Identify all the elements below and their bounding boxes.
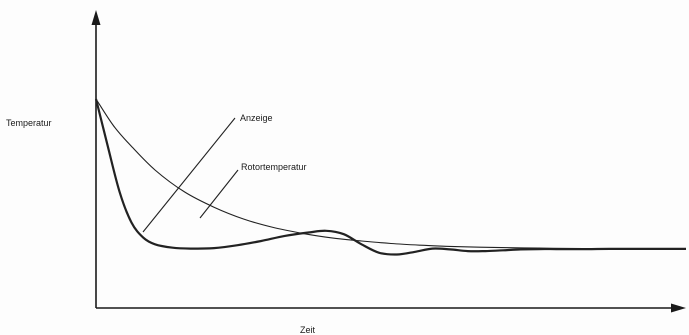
series-line-anzeige — [94, 98, 686, 256]
annotation-rotortemperatur: Rotortemperatur — [241, 162, 307, 172]
series-line-rotortemperatur — [95, 98, 686, 250]
x-axis-label: Zeit — [300, 325, 316, 335]
y-axis-label: Temperatur — [6, 118, 52, 128]
y-axis-arrowhead — [91, 10, 101, 25]
annotation-leader-rotortemperatur — [199, 169, 239, 219]
x-axis-arrowhead — [671, 303, 686, 313]
annotation-anzeige: Anzeige — [240, 113, 273, 123]
annotation-leader-anzeige — [142, 117, 236, 233]
